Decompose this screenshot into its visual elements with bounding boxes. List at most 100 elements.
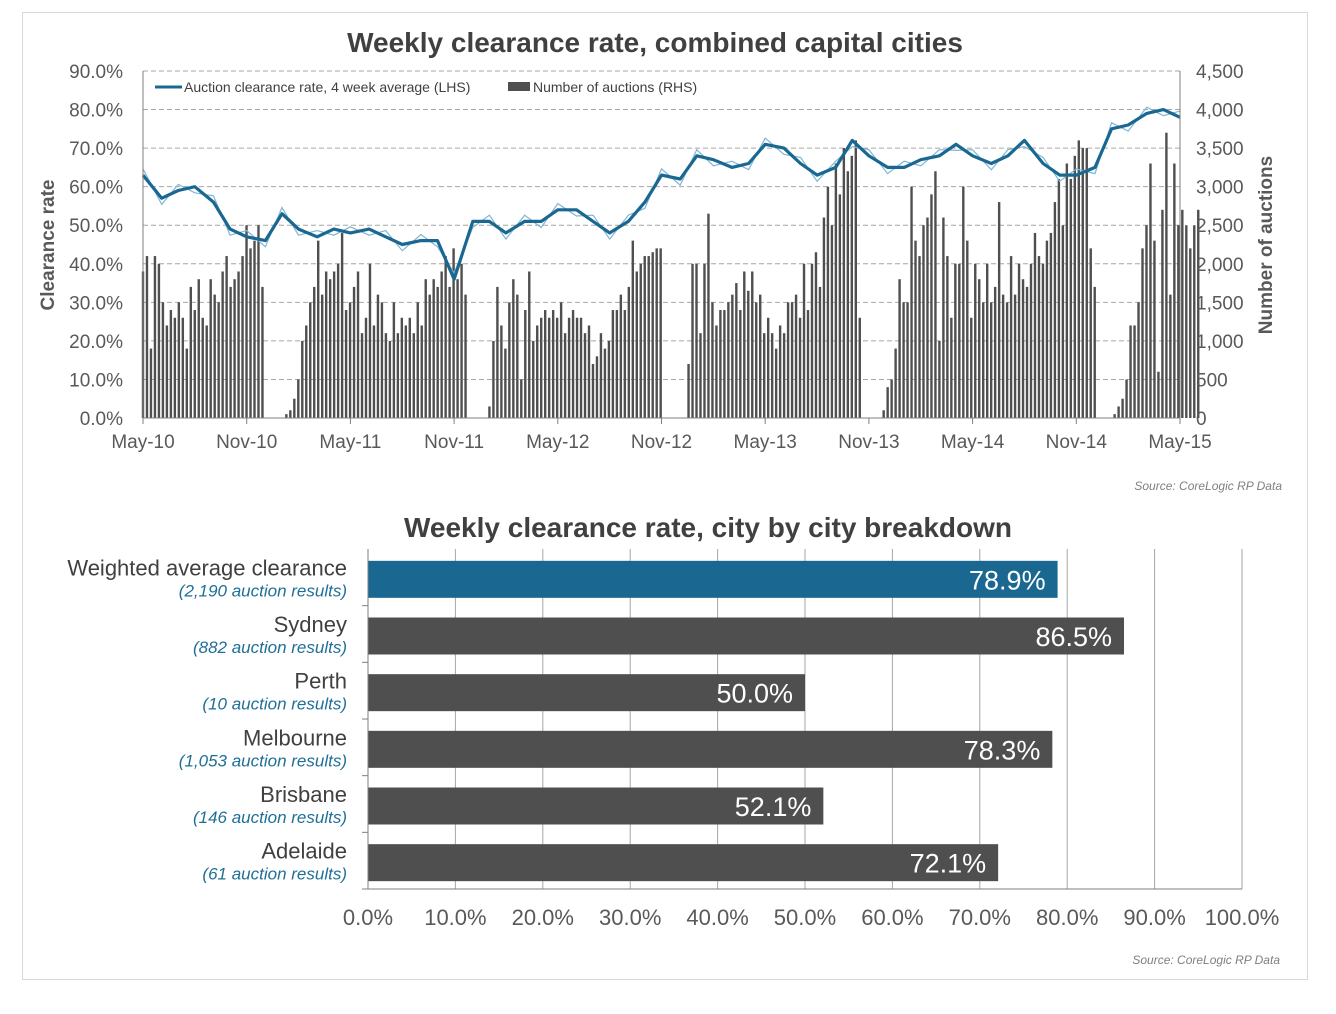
- auction-bar: [209, 279, 212, 418]
- auction-bar: [543, 310, 547, 418]
- auction-bar: [420, 325, 423, 418]
- auction-bar: [591, 364, 595, 418]
- auction-bar: [344, 310, 348, 418]
- auction-bar: [1149, 163, 1152, 418]
- city-name-label: Perth: [294, 669, 347, 694]
- auction-bar: [822, 217, 826, 418]
- auction-bar: [567, 317, 571, 418]
- chart1-auction-bars: [141, 132, 1200, 419]
- auction-bar: [563, 333, 567, 418]
- y2-tick-label: 2,000: [1196, 255, 1244, 276]
- auction-bar: [201, 317, 204, 418]
- auction-bar: [914, 240, 917, 418]
- y2-tick-label: 1,000: [1196, 332, 1244, 353]
- auction-bar: [157, 263, 161, 418]
- y-tick-label: 10.0%: [69, 370, 123, 391]
- auction-bar: [464, 294, 467, 418]
- city-name-label: Adelaide: [261, 839, 347, 864]
- auction-bar: [599, 333, 603, 418]
- auction-bar: [635, 271, 638, 418]
- auction-bar: [293, 398, 296, 418]
- auction-bar: [1081, 148, 1084, 418]
- auction-bar: [348, 302, 352, 418]
- auction-bar: [715, 325, 718, 418]
- auction-bar: [755, 302, 758, 418]
- auction-bar: [520, 379, 523, 418]
- auction-bar: [388, 340, 392, 418]
- x-tick-label: 90.0%: [1123, 905, 1185, 930]
- auction-bar: [814, 252, 818, 418]
- auction-bar: [918, 256, 921, 418]
- auction-bar: [412, 333, 415, 418]
- auction-bar: [759, 294, 762, 418]
- y-tick-label: 20.0%: [69, 332, 123, 353]
- auction-bar: [607, 340, 611, 418]
- x-tick-label: Nov-10: [216, 432, 277, 453]
- auction-bar: [651, 252, 654, 418]
- x-tick-label: 20.0%: [512, 905, 574, 930]
- auction-bar: [153, 256, 157, 418]
- auction-bar: [982, 302, 985, 418]
- city-auction-count-label: (882 auction results): [193, 638, 347, 657]
- city-bar-value-label: 78.9%: [969, 565, 1046, 595]
- auction-bar: [1141, 248, 1144, 418]
- auction-bar: [647, 256, 650, 418]
- y-tick-label: 70.0%: [69, 139, 123, 160]
- auction-bar: [719, 310, 722, 418]
- auction-bar: [763, 333, 766, 418]
- auction-bar: [1185, 225, 1188, 418]
- clearance-weekly-line: [142, 106, 1181, 275]
- auction-bar: [946, 256, 949, 418]
- auction-bar: [993, 286, 997, 418]
- auction-bar: [257, 225, 260, 418]
- auction-bar: [1029, 263, 1033, 418]
- auction-bar: [842, 148, 846, 418]
- auction-bar: [838, 194, 842, 418]
- auction-bar: [958, 263, 961, 418]
- city-bar: [368, 844, 999, 882]
- auction-bar: [1041, 263, 1045, 418]
- auction-bar: [826, 186, 830, 418]
- auction-bar: [1045, 240, 1049, 418]
- auction-bar: [492, 340, 495, 418]
- auction-bar: [595, 356, 599, 418]
- auction-bar: [217, 302, 220, 418]
- auction-bar: [559, 302, 563, 418]
- city-name-label: Weighted average clearance: [67, 555, 347, 580]
- auction-bar: [205, 325, 208, 418]
- auction-bar: [249, 248, 252, 418]
- auction-bar: [603, 348, 607, 418]
- auction-bar: [528, 271, 531, 418]
- x-tick-label: May-11: [319, 432, 381, 453]
- auction-bar: [934, 171, 937, 418]
- auction-bar: [790, 302, 794, 418]
- auction-bar: [954, 263, 957, 418]
- auction-bar: [1133, 325, 1136, 418]
- chart1-clearance-lines: [141, 106, 1181, 281]
- auction-bar: [169, 310, 173, 418]
- auction-bar: [189, 286, 192, 418]
- city-bar: [368, 730, 1053, 768]
- auction-bar: [962, 186, 965, 418]
- legend-bar-swatch: [508, 82, 530, 91]
- auction-bar: [328, 279, 332, 418]
- city-auction-count-label: (146 auction results): [193, 808, 347, 827]
- auction-bar: [906, 302, 909, 418]
- auction-bar: [778, 325, 782, 418]
- x-tick-label: 50.0%: [774, 905, 836, 930]
- auction-bar: [611, 310, 615, 418]
- auction-bar: [1049, 232, 1053, 418]
- x-tick-label: Nov-12: [631, 432, 692, 453]
- auction-bar: [619, 294, 623, 418]
- chart-frame: [22, 12, 1308, 980]
- auction-bar: [181, 317, 185, 418]
- auction-bar: [1145, 225, 1148, 418]
- auction-bar: [241, 256, 244, 418]
- auction-bar: [360, 333, 364, 418]
- auction-bar: [1173, 163, 1176, 418]
- auction-bar: [1077, 140, 1080, 418]
- auction-bar: [886, 387, 889, 418]
- auction-bar: [285, 414, 288, 418]
- auction-bar: [731, 294, 734, 418]
